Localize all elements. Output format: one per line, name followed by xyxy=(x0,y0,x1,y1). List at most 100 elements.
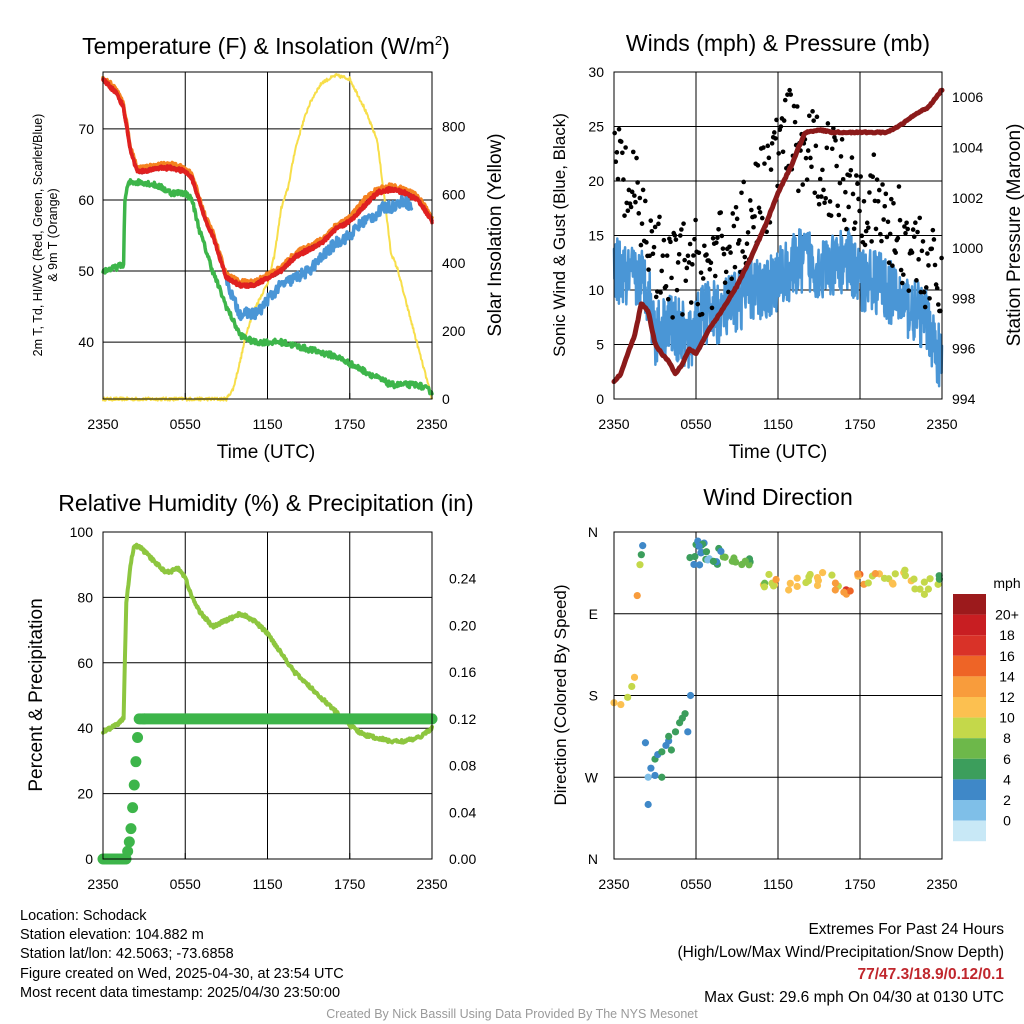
gust-point xyxy=(823,196,828,201)
colorbar-swatch xyxy=(953,758,986,780)
gust-point xyxy=(634,155,639,161)
wind-direction-point xyxy=(617,700,625,709)
gust-point xyxy=(614,150,620,155)
info-elevation: Station elevation: 104.882 m xyxy=(20,927,204,944)
gust-point xyxy=(633,199,638,205)
gust-point xyxy=(673,237,679,242)
gust-point xyxy=(916,257,921,262)
y2-tick-label: 200 xyxy=(442,323,466,339)
wind-direction-point xyxy=(681,710,689,718)
gust-point xyxy=(794,104,800,109)
gust-point xyxy=(677,233,683,238)
y2-tick-label: 1000 xyxy=(952,240,983,256)
info-location: Location: Schodack xyxy=(20,908,147,924)
gust-point xyxy=(774,117,779,123)
colorbar-swatch xyxy=(953,635,986,656)
precip-point xyxy=(130,756,142,768)
y2-tick-label: 1002 xyxy=(952,190,983,206)
gust-point xyxy=(751,224,756,230)
gust-point xyxy=(756,205,762,211)
two-m-temp-line xyxy=(101,77,434,289)
wind-direction-point xyxy=(717,547,725,555)
gust-point xyxy=(657,214,662,220)
gust-point xyxy=(787,87,792,93)
wind-direction-point xyxy=(628,682,636,691)
gust-point xyxy=(804,177,810,182)
gust-point xyxy=(616,126,622,132)
gust-point xyxy=(897,217,903,223)
info-recent: Most recent data timestamp: 2025/04/30 2… xyxy=(20,984,341,1001)
gust-point xyxy=(921,289,927,295)
gust-point xyxy=(848,167,854,173)
wind-direction-point xyxy=(924,585,932,593)
gust-point xyxy=(824,145,830,151)
y-tick-label: 5 xyxy=(596,337,604,353)
x-tick-label: 1150 xyxy=(252,416,282,432)
wind-direction-point xyxy=(920,578,928,586)
gust-point xyxy=(885,219,891,225)
x-tick-label: 2350 xyxy=(416,876,447,892)
gust-point xyxy=(891,200,896,206)
gust-point xyxy=(620,150,625,156)
x-tick-label: 2350 xyxy=(87,876,118,892)
colorbar-swatch xyxy=(953,614,986,636)
gust-point xyxy=(693,217,698,223)
gust-point xyxy=(613,159,619,165)
gust-point xyxy=(646,267,651,272)
y2-tick-label: 0 xyxy=(442,391,450,407)
winds-xlabel: Time (UTC) xyxy=(729,442,828,463)
y-tick-label: 20 xyxy=(77,786,93,802)
x-tick-label: 0550 xyxy=(170,876,201,892)
gust-point xyxy=(820,167,825,173)
wind-direction-point xyxy=(697,549,705,557)
gust-point xyxy=(709,305,715,311)
gust-point xyxy=(835,203,841,209)
gust-point xyxy=(858,174,863,179)
x-tick-label: 1750 xyxy=(334,876,365,892)
wind-direction-point xyxy=(785,586,793,594)
gust-point xyxy=(811,118,816,123)
y-tick-label: 80 xyxy=(77,589,93,605)
gust-point xyxy=(747,198,753,203)
gust-point xyxy=(680,312,685,317)
gust-point xyxy=(870,174,876,180)
y-tick-label: 20 xyxy=(588,173,604,189)
temp-title: Temperature (F) & Insolation (W/m2) xyxy=(82,33,450,59)
gust-point xyxy=(691,253,696,258)
colorbar-label: 8 xyxy=(1003,730,1011,746)
x-tick-label: 1750 xyxy=(844,416,875,432)
gust-point xyxy=(827,199,833,204)
gust-point xyxy=(904,220,909,226)
colorbar-label: 14 xyxy=(999,668,1015,684)
speed-colorbar: 0 2 4 6 8 10 12 14 16 18 20+ xyxy=(953,594,1019,842)
gust-point xyxy=(702,243,707,249)
x-tick-label: 2350 xyxy=(416,416,447,432)
y-tick-label: 100 xyxy=(70,524,94,540)
gust-point xyxy=(632,193,637,198)
colorbar-swatch xyxy=(953,717,986,739)
colorbar-label: 20+ xyxy=(995,607,1019,623)
gust-point xyxy=(728,250,733,255)
colorbar-label: 2 xyxy=(1003,792,1011,808)
station-pressure-line xyxy=(611,87,945,385)
gust-point xyxy=(809,164,814,170)
gust-point xyxy=(884,234,890,240)
max-gust: Max Gust: 29.6 mph On 04/30 at 0130 UTC xyxy=(704,988,1004,1006)
gust-point xyxy=(718,210,724,215)
wind-direction-point xyxy=(864,579,872,587)
gust-point xyxy=(621,177,626,182)
gust-point xyxy=(726,289,731,295)
wind-direction-point xyxy=(786,579,794,587)
wind-direction-point xyxy=(901,566,909,574)
gust-point xyxy=(687,241,693,247)
gust-point xyxy=(936,302,941,307)
x-tick-label: 1750 xyxy=(334,416,365,432)
gust-point xyxy=(880,182,885,187)
gust-point xyxy=(840,176,846,182)
gust-point xyxy=(843,189,848,195)
wind-direction-point xyxy=(901,572,909,580)
rh-ylabel: Percent & Precipitation xyxy=(26,598,47,791)
y-tick-label: 60 xyxy=(78,192,94,208)
gust-point xyxy=(685,253,691,259)
gust-point xyxy=(744,241,750,247)
